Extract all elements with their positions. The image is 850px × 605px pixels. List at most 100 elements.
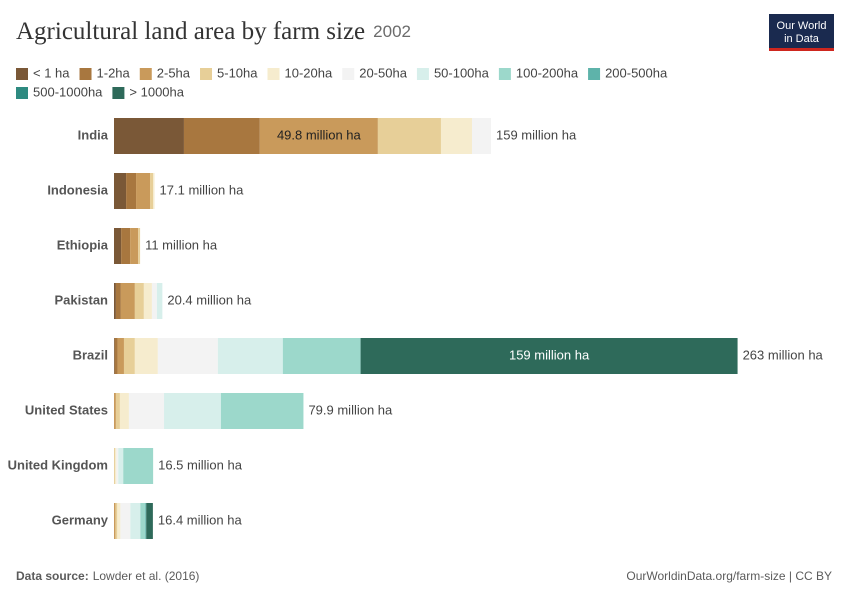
logo (769, 14, 834, 50)
bar-segment (114, 283, 116, 319)
legend-swatch (498, 68, 511, 80)
bar-segment (126, 173, 137, 209)
total-label: 263 million ha (743, 347, 824, 362)
bar-segment (220, 393, 304, 429)
category-label: India (78, 127, 109, 142)
bar-segment (114, 393, 116, 429)
bar-segment (440, 118, 473, 154)
bar-segment (121, 228, 131, 264)
bar-segment (120, 503, 131, 539)
bar-segment (377, 118, 441, 154)
category-label: Pakistan (55, 292, 109, 307)
logo-underline (769, 48, 834, 51)
bar-segment (134, 338, 158, 374)
bar-segment (146, 503, 153, 539)
bar-segment (114, 338, 115, 374)
legend-swatch (16, 87, 28, 99)
value-label: 159 million ha (509, 347, 590, 362)
bar-segment (120, 283, 135, 319)
bar-segment (115, 503, 118, 539)
bar-segment (123, 338, 135, 374)
bar-segment (118, 448, 124, 484)
total-label: 16.4 million ha (158, 512, 243, 527)
chart-subtitle: 2002 (373, 22, 411, 41)
bar-segment (114, 503, 116, 539)
bar-segment (114, 228, 122, 264)
bar-segment (130, 228, 139, 264)
bar-segment (114, 448, 115, 484)
bar-segment (119, 393, 129, 429)
bar-segment (114, 173, 127, 209)
bar-segment (134, 283, 144, 319)
bar-segment (114, 118, 184, 154)
bar-segment (116, 448, 119, 484)
logo-text: Our World (777, 20, 827, 32)
bar-segment (151, 283, 157, 319)
bar-segment (114, 448, 117, 484)
bar-segment (117, 338, 124, 374)
bar-segment (472, 118, 491, 154)
bar-segment (145, 503, 147, 539)
source-text: Lowder et al. (2016) (93, 569, 200, 583)
bar-segment (217, 338, 283, 374)
legend-label: 50-100ha (434, 65, 490, 80)
bar-segment (130, 503, 141, 539)
legend-label: 100-200ha (516, 65, 579, 80)
bar-segment (128, 393, 165, 429)
legend-swatch (79, 68, 92, 80)
bar-segment (360, 338, 738, 374)
category-label: Brazil (73, 347, 108, 362)
legend-swatch (139, 68, 152, 80)
bar-segment (138, 228, 141, 264)
bar-segment (156, 283, 163, 319)
bar-segment (136, 173, 151, 209)
legend-label: 200-500ha (605, 65, 668, 80)
category-label: United States (25, 402, 108, 417)
bar-segment (123, 448, 154, 484)
legend-swatch (200, 68, 213, 80)
legend-label: 1-2ha (97, 65, 131, 80)
legend-label: 20-50ha (359, 65, 407, 80)
legend-swatch (588, 68, 601, 80)
legend-swatch (112, 87, 125, 99)
total-label: 16.5 million ha (158, 457, 243, 472)
bar-segment (143, 283, 152, 319)
legend-swatch (416, 68, 429, 80)
total-label: 11 million ha (145, 237, 218, 252)
bar-segment (282, 338, 361, 374)
legend-label: 500-1000ha (33, 84, 103, 99)
bar-segment (259, 118, 378, 154)
bar-segment (115, 283, 121, 319)
bar-segment (115, 393, 120, 429)
bar-segment (183, 118, 260, 154)
bar-segment (140, 503, 146, 539)
bar-segment (150, 173, 154, 209)
legend-label: 10-20ha (285, 65, 333, 80)
category-label: Germany (52, 512, 109, 527)
url: OurWorldinData.org/farm-size | CC BY (626, 569, 832, 583)
bar-segment (117, 503, 121, 539)
source-label: Data source: (16, 569, 89, 583)
legend-label: < 1 ha (33, 65, 70, 80)
category-label: United Kingdom (8, 457, 108, 472)
legend-label: 5-10ha (217, 65, 258, 80)
legend-swatch (342, 68, 355, 80)
total-label: 17.1 million ha (160, 182, 245, 197)
title-text: Agricultural land area by farm size (16, 18, 365, 45)
legend-swatch (16, 68, 28, 80)
total-label: 79.9 million ha (308, 402, 393, 417)
value-label: 49.8 million ha (277, 127, 362, 142)
bar-segment (164, 393, 221, 429)
source: Data source: Lowder et al. (2016) (16, 569, 199, 583)
category-label: Ethiopia (57, 237, 109, 252)
bar-segment (157, 338, 218, 374)
total-label: 159 million ha (496, 127, 577, 142)
bar-segment (153, 173, 155, 209)
total-label: 20.4 million ha (167, 292, 252, 307)
legend-label: 2-5ha (157, 65, 191, 80)
legend-swatch (267, 68, 280, 80)
legend-label: > 1000ha (129, 84, 184, 99)
logo-text: in Data (784, 33, 820, 45)
chart-title: Agricultural land area by farm size 2002 (16, 18, 411, 45)
